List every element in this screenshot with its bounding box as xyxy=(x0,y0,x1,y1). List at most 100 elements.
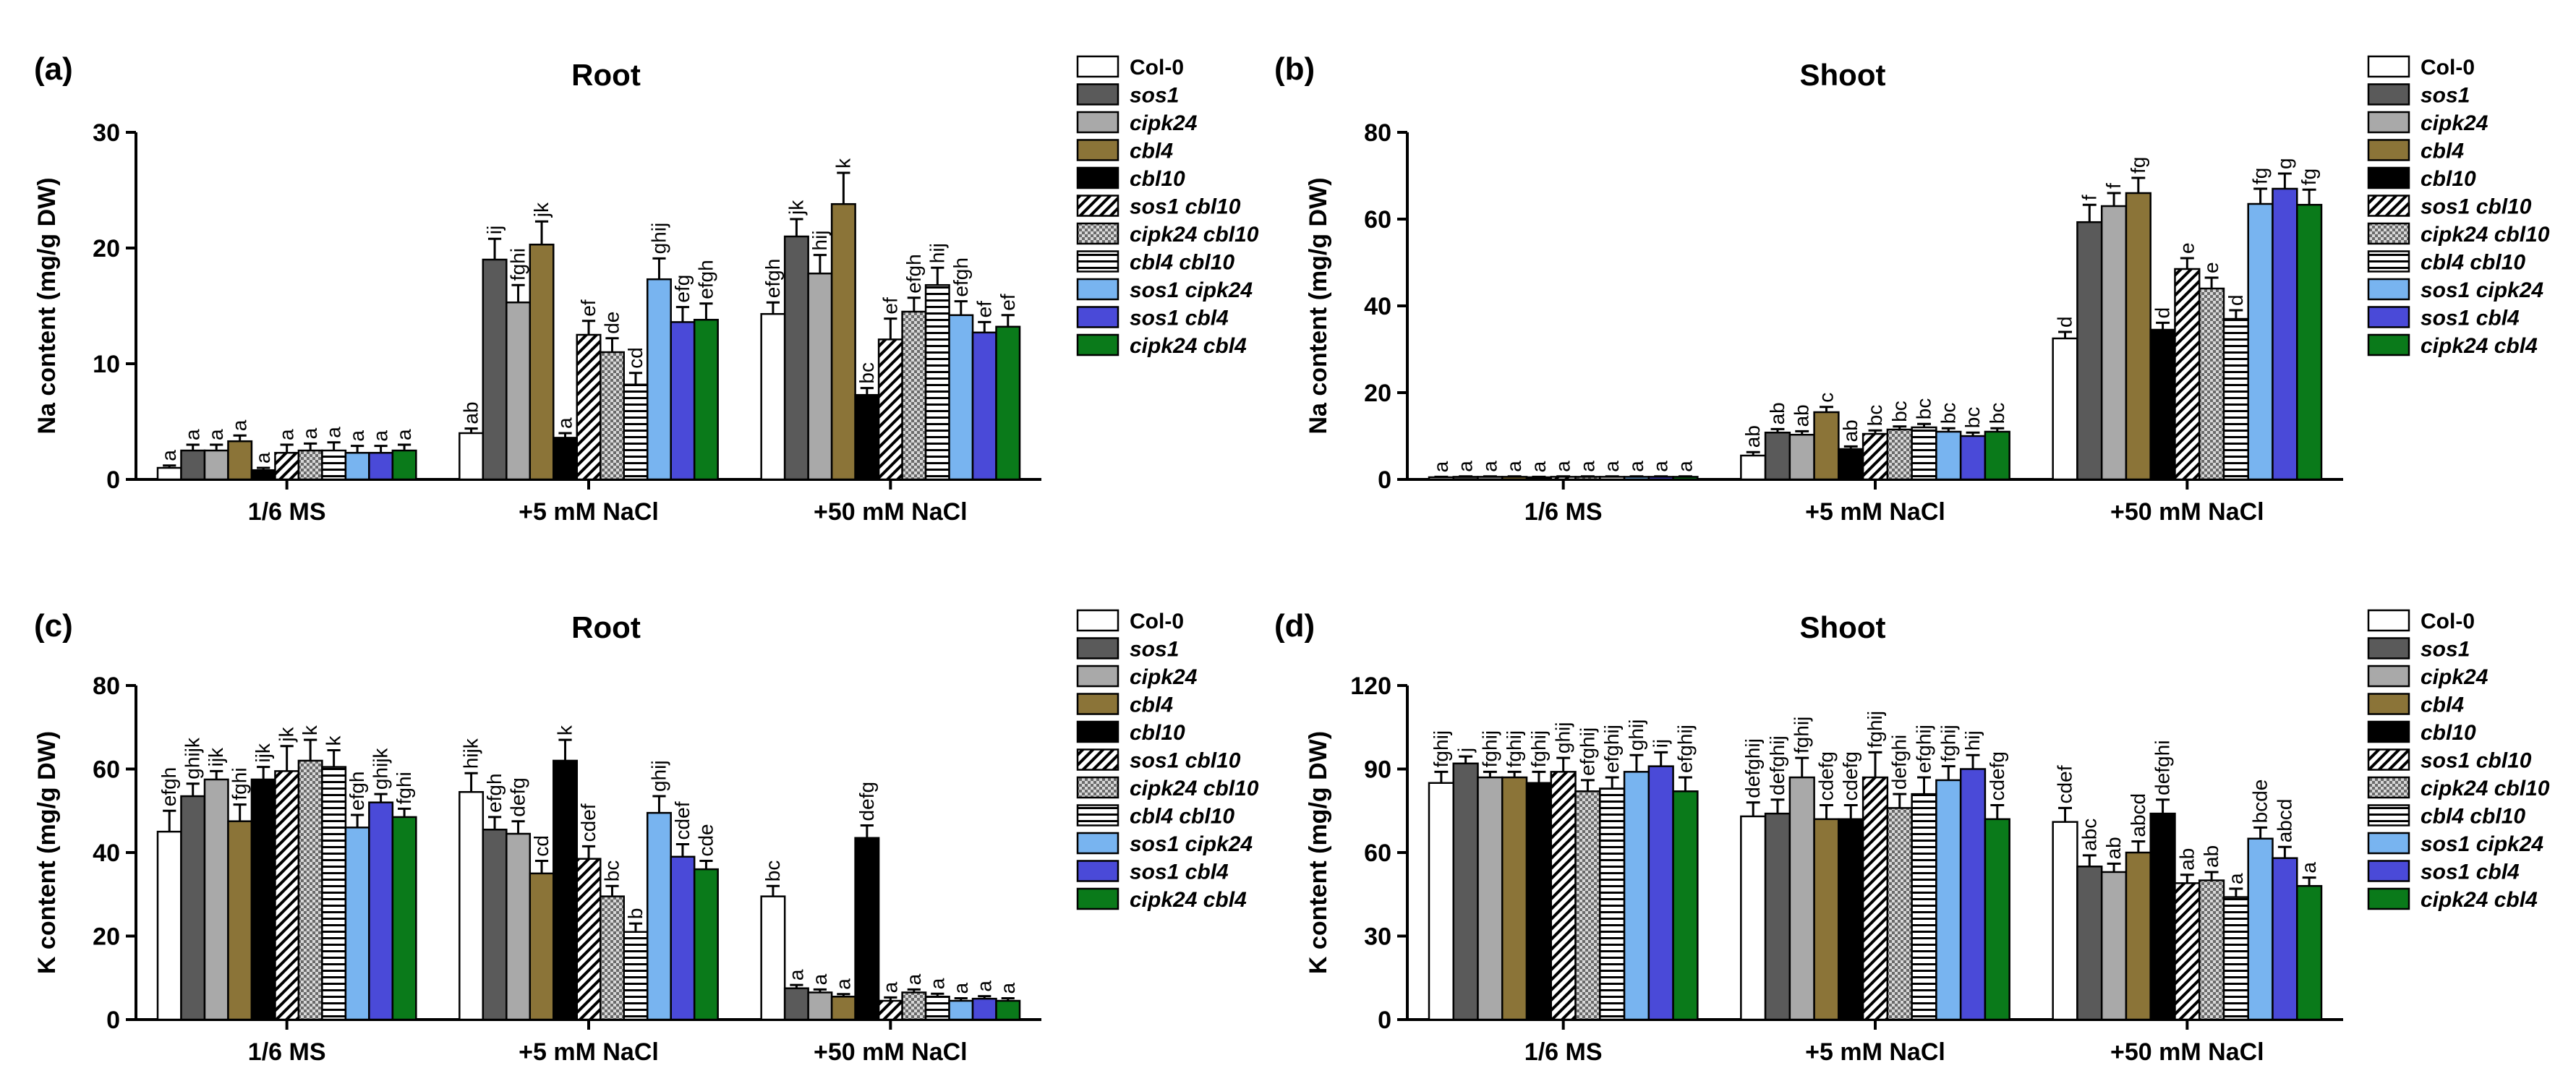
bar-annotation: hij xyxy=(1961,730,1984,751)
bar-annotation: a xyxy=(229,419,251,431)
bar-annotation: bc xyxy=(1937,403,1959,424)
bar xyxy=(1452,762,1479,1021)
legend-label: sos1 cipk24 xyxy=(2421,832,2543,856)
bar xyxy=(203,449,229,481)
legend-swatch xyxy=(1076,887,1119,910)
bar xyxy=(1672,476,1699,481)
y-tick-label: 0 xyxy=(106,1007,120,1034)
bar xyxy=(1886,807,1913,1021)
legend-swatch xyxy=(2367,804,2410,827)
bar-annotation: abc xyxy=(2078,819,2100,851)
bar-annotation: ghij xyxy=(647,223,670,255)
bar xyxy=(344,451,370,481)
bar-annotation: fghij xyxy=(1791,717,1813,753)
bar-annotation: ab xyxy=(2200,845,2222,868)
bar xyxy=(2272,187,2298,481)
bar-annotation: cdefg xyxy=(1814,751,1837,801)
bar xyxy=(321,766,347,1021)
bar xyxy=(1861,432,1889,481)
bar-annotation: hij xyxy=(809,231,831,251)
bar-annotation: bcde xyxy=(2249,780,2272,824)
bar xyxy=(783,235,809,481)
bar-annotation: defghij xyxy=(1766,735,1788,795)
bar-annotation: c xyxy=(1814,393,1837,403)
bar-annotation: efgh xyxy=(158,767,180,807)
bar xyxy=(1477,476,1504,481)
bar xyxy=(2222,317,2249,481)
bar-annotation: efgh xyxy=(903,254,925,294)
legend-label: sos1 cipk24 xyxy=(1130,278,1253,302)
y-tick-label: 80 xyxy=(93,672,120,700)
bar xyxy=(227,440,253,481)
legend-swatch xyxy=(2367,887,2410,910)
bar-annotation: defghi xyxy=(1888,735,1911,790)
bar xyxy=(368,451,394,481)
chart-panel-4: (d) Shoot 0 30 60 90 120 K content (mg/g DW) 1/6… xyxy=(1274,608,2550,1066)
bar xyxy=(1428,782,1455,1021)
bar-annotation: efgh xyxy=(950,257,972,297)
y-tick-label: 30 xyxy=(93,119,120,147)
bar xyxy=(2295,884,2323,1021)
bar xyxy=(2125,851,2151,1021)
y-tick-label: 20 xyxy=(93,923,120,951)
bar-annotation: ghijk xyxy=(182,737,204,780)
bar-annotation: ef xyxy=(879,297,901,315)
bar-annotation: efgh xyxy=(762,259,784,299)
bar-annotation: a xyxy=(1673,461,1696,472)
bar-annotation: cd xyxy=(624,347,647,369)
bar xyxy=(670,321,696,481)
bar xyxy=(1501,476,1528,481)
legend-swatch xyxy=(2367,278,2410,301)
legend-label: cipk24 cbl4 xyxy=(2421,334,2538,358)
legend-swatch xyxy=(2367,333,2410,356)
bar xyxy=(506,301,532,481)
bar-annotation: e xyxy=(2175,242,2198,254)
bar xyxy=(2247,202,2274,481)
x-tick-label: +5 mM NaCl xyxy=(1805,1038,1945,1066)
legend-label: sos1 cipk24 xyxy=(1130,832,1253,856)
x-tick-label: 1/6 MS xyxy=(248,498,326,526)
bar xyxy=(924,283,950,481)
bar xyxy=(1788,776,1815,1021)
bar-annotation: a xyxy=(276,429,298,440)
bar xyxy=(1911,426,1937,481)
bar-annotation: j xyxy=(1454,748,1477,753)
bar xyxy=(1935,779,1962,1021)
bar-annotation: fghij xyxy=(1937,725,1959,761)
bar xyxy=(2052,337,2078,481)
bar-annotation: abcd xyxy=(2273,799,2295,843)
bar-annotation: defg xyxy=(507,777,529,817)
legend-label: sos1 cbl4 xyxy=(2421,860,2520,884)
bar xyxy=(924,995,950,1021)
bar xyxy=(1525,476,1553,481)
bar-annotation: efghij xyxy=(1913,725,1935,773)
legend-swatch xyxy=(2367,609,2410,632)
bar-annotation: a xyxy=(370,430,392,442)
bar-annotation: cdef xyxy=(671,801,694,840)
bar xyxy=(1764,431,1791,481)
bar xyxy=(1623,476,1650,481)
legend-label: cipk24 cbl10 xyxy=(2421,777,2550,800)
bar-annotation: hijk xyxy=(460,738,482,769)
legend-label: cipk24 xyxy=(1130,665,1198,689)
legend-swatch xyxy=(2367,166,2410,189)
bar-annotation: ijk xyxy=(205,747,227,766)
x-tick-label: +50 mM NaCl xyxy=(2110,1038,2264,1066)
legend-label: cbl10 xyxy=(2421,167,2476,191)
bar-annotation: d xyxy=(2225,294,2247,306)
chart-panel-3: (c) Root 0 20 40 60 80 K content (mg/g DW) 1/6 M… xyxy=(33,608,1259,1066)
bar-annotation: efg xyxy=(671,275,694,303)
legend-label: cbl10 xyxy=(1130,167,1185,191)
bar-annotation: hij xyxy=(926,243,948,263)
legend: Col-0 sos1 cipk24 cbl4 cbl10 sos1 cbl10 cipk24… xyxy=(2367,55,2550,358)
bar xyxy=(156,830,182,1021)
legend-swatch xyxy=(2367,250,2410,273)
bar xyxy=(693,318,719,481)
bar xyxy=(529,872,555,1021)
bar xyxy=(529,243,555,481)
legend-label: cipk24 cbl4 xyxy=(2421,888,2538,912)
legend-swatch xyxy=(2367,111,2410,134)
bar-annotation: efghij xyxy=(1600,725,1623,773)
y-tick-label: 20 xyxy=(93,235,120,262)
legend: Col-0 sos1 cipk24 cbl4 cbl10 sos1 cbl10 cipk24… xyxy=(1076,609,1259,912)
